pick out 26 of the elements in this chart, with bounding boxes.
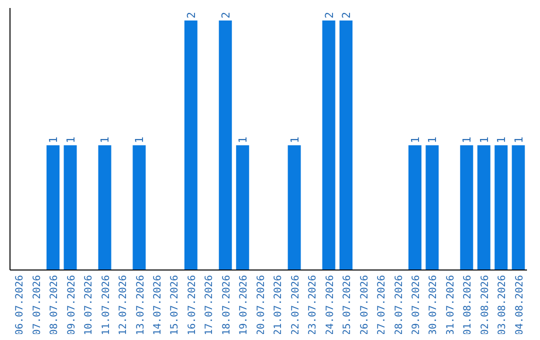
data-label: 1 (288, 136, 302, 144)
data-label: 1 (64, 136, 78, 144)
data-label: 1 (408, 136, 422, 144)
data-label: 2 (219, 12, 232, 18)
x-tick-label: 19.07.2026 (238, 275, 250, 336)
data-label: 1 (98, 136, 112, 144)
x-tick-label: 12.07.2026 (118, 275, 130, 336)
data-label: 2 (184, 12, 198, 18)
x-tick-label: 13.07.2026 (135, 275, 146, 336)
data-label: 1 (426, 136, 440, 144)
x-tick-label: 10.07.2026 (84, 275, 95, 336)
data-label: 2 (322, 12, 336, 18)
data-label: 1 (460, 136, 474, 144)
data-label: 1 (495, 136, 508, 144)
data-label: 1 (478, 136, 491, 144)
data-label: 1 (512, 136, 526, 144)
x-tick-label: 14.07.2026 (152, 275, 164, 336)
data-label: 1 (133, 136, 146, 144)
x-tick-label: 17.07.2026 (204, 275, 216, 336)
data-label: 2 (340, 12, 353, 18)
x-tick-label: 11.07.2026 (100, 275, 112, 336)
x-tick-label: 15.07.2026 (170, 275, 181, 336)
data-label: 1 (47, 136, 60, 144)
x-tick-label: 18.07.2026 (221, 275, 232, 336)
x-tick-label: 16.07.2026 (186, 275, 198, 336)
data-label: 1 (236, 136, 250, 144)
